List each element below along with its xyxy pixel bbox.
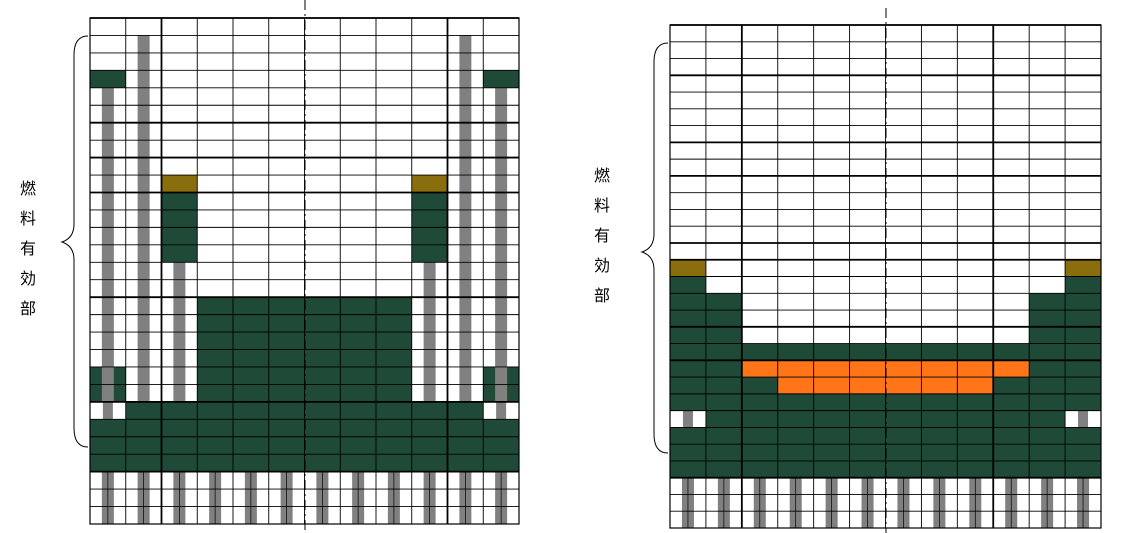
left-panel-tube-2	[137, 35, 150, 402]
left-panel-label-char-4: 効	[20, 269, 36, 288]
right-panel-tube-2	[1078, 410, 1089, 428]
left-panel-tube-5	[459, 35, 472, 402]
left-panel-tube-8	[496, 401, 507, 420]
left-panel-tube-7	[102, 401, 113, 420]
left-panel-label-char-5: 部	[20, 299, 36, 318]
left-panel-label-char-2: 料	[20, 209, 36, 228]
left-panel-brace	[60, 35, 89, 448]
left-panel-label-char-1: 燃	[20, 179, 36, 198]
left-panel-block-4	[411, 175, 448, 193]
right-panel: 燃 料 有 効 部	[594, 8, 1102, 533]
right-panel-label-char-4: 効	[594, 256, 610, 275]
right-panel-label-char-2: 料	[594, 196, 610, 215]
left-panel-label-char-3: 有	[20, 239, 36, 258]
right-panel-label-char-3: 有	[594, 226, 610, 245]
right-panel-label-char-5: 部	[594, 286, 610, 305]
right-panel-block-3	[670, 276, 706, 394]
right-panel-label-char-1: 燃	[594, 166, 610, 185]
left-panel-block-1	[90, 70, 126, 88]
right-panel-block-4	[1065, 276, 1101, 394]
right-panel-block-2	[1065, 259, 1101, 277]
right-panel-tube-1	[682, 410, 693, 428]
right-panel-block-9	[993, 377, 1030, 394]
left-panel: 燃 料 有 効 部	[20, 0, 520, 533]
left-panel-block-3	[161, 175, 198, 193]
right-panel-block-1	[670, 259, 706, 277]
right-panel-brace	[640, 42, 669, 454]
left-panel-block-2	[483, 70, 519, 88]
